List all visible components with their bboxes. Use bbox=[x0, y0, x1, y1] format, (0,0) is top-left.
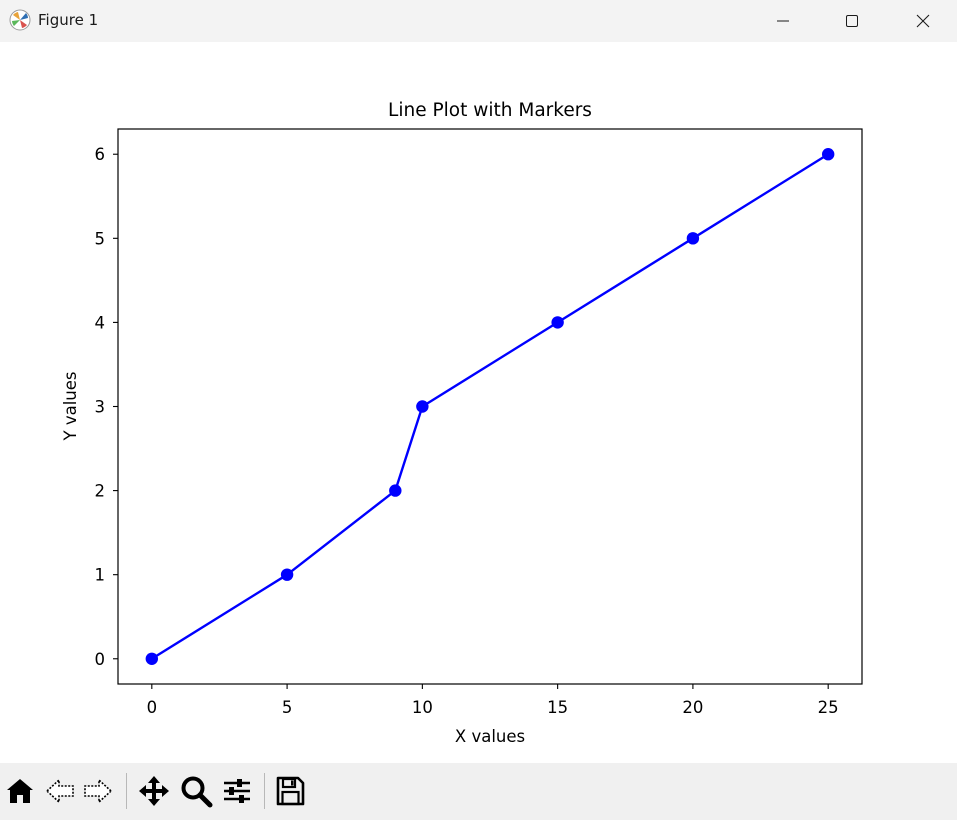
y-tick-label: 1 bbox=[95, 566, 106, 585]
pan-icon bbox=[139, 776, 169, 806]
maximize-button[interactable] bbox=[829, 0, 875, 42]
x-axis-label: X values bbox=[455, 727, 525, 746]
y-tick-label: 4 bbox=[95, 313, 106, 332]
configure-subplots-button[interactable] bbox=[219, 773, 255, 809]
y-tick-label: 0 bbox=[95, 650, 106, 669]
series-line bbox=[151, 153, 829, 660]
minimize-icon bbox=[777, 20, 789, 22]
y-tick-label: 2 bbox=[95, 482, 106, 501]
data-point bbox=[280, 568, 294, 581]
back-button[interactable] bbox=[42, 773, 78, 809]
chart-title: Line Plot with Markers bbox=[388, 100, 592, 121]
home-icon bbox=[7, 779, 33, 803]
x-tick-label: 20 bbox=[682, 698, 703, 717]
navigation-toolbar bbox=[0, 763, 957, 820]
x-tick-label: 25 bbox=[818, 698, 839, 717]
toolbar-separator bbox=[264, 773, 265, 809]
x-tick-label: 15 bbox=[547, 698, 568, 717]
x-tick-label: 10 bbox=[412, 698, 433, 717]
x-tick-label: 0 bbox=[147, 698, 158, 717]
back-icon bbox=[45, 778, 74, 804]
y-tick-label: 5 bbox=[95, 229, 106, 248]
toolbar-separator bbox=[126, 773, 127, 809]
save-icon bbox=[276, 776, 305, 806]
line-chart: Line Plot with Markers 0 5 10 15 20 25 0 1 2 3 4 5 6… bbox=[61, 100, 863, 746]
y-axis-label: Y values bbox=[61, 372, 80, 442]
save-button[interactable] bbox=[272, 773, 308, 809]
forward-icon bbox=[84, 778, 113, 804]
close-icon bbox=[916, 14, 930, 28]
matplotlib-icon bbox=[9, 9, 31, 31]
maximize-icon bbox=[846, 15, 858, 27]
minimize-button[interactable] bbox=[760, 0, 806, 42]
zoom-icon bbox=[181, 776, 213, 808]
x-tick-label: 5 bbox=[282, 698, 293, 717]
home-button[interactable] bbox=[2, 773, 38, 809]
forward-button[interactable] bbox=[80, 773, 116, 809]
window-title: Figure 1 bbox=[38, 11, 99, 29]
y-tick-label: 3 bbox=[95, 398, 106, 417]
figure-canvas[interactable]: Line Plot with Markers 0 5 10 15 20 25 0 1 2 3 4 5 6… bbox=[0, 42, 957, 763]
y-tick-label: 6 bbox=[95, 145, 106, 164]
plot-frame bbox=[117, 128, 863, 685]
data-point bbox=[821, 148, 835, 161]
data-point bbox=[389, 484, 402, 497]
pan-button[interactable] bbox=[136, 773, 172, 809]
close-button[interactable] bbox=[900, 0, 946, 42]
configure-subplots-icon bbox=[224, 779, 250, 803]
data-point bbox=[416, 400, 429, 413]
zoom-button[interactable] bbox=[178, 773, 214, 809]
title-bar[interactable]: Figure 1 bbox=[0, 0, 957, 42]
data-point bbox=[551, 316, 564, 329]
data-point bbox=[145, 652, 159, 665]
data-point bbox=[686, 232, 700, 245]
